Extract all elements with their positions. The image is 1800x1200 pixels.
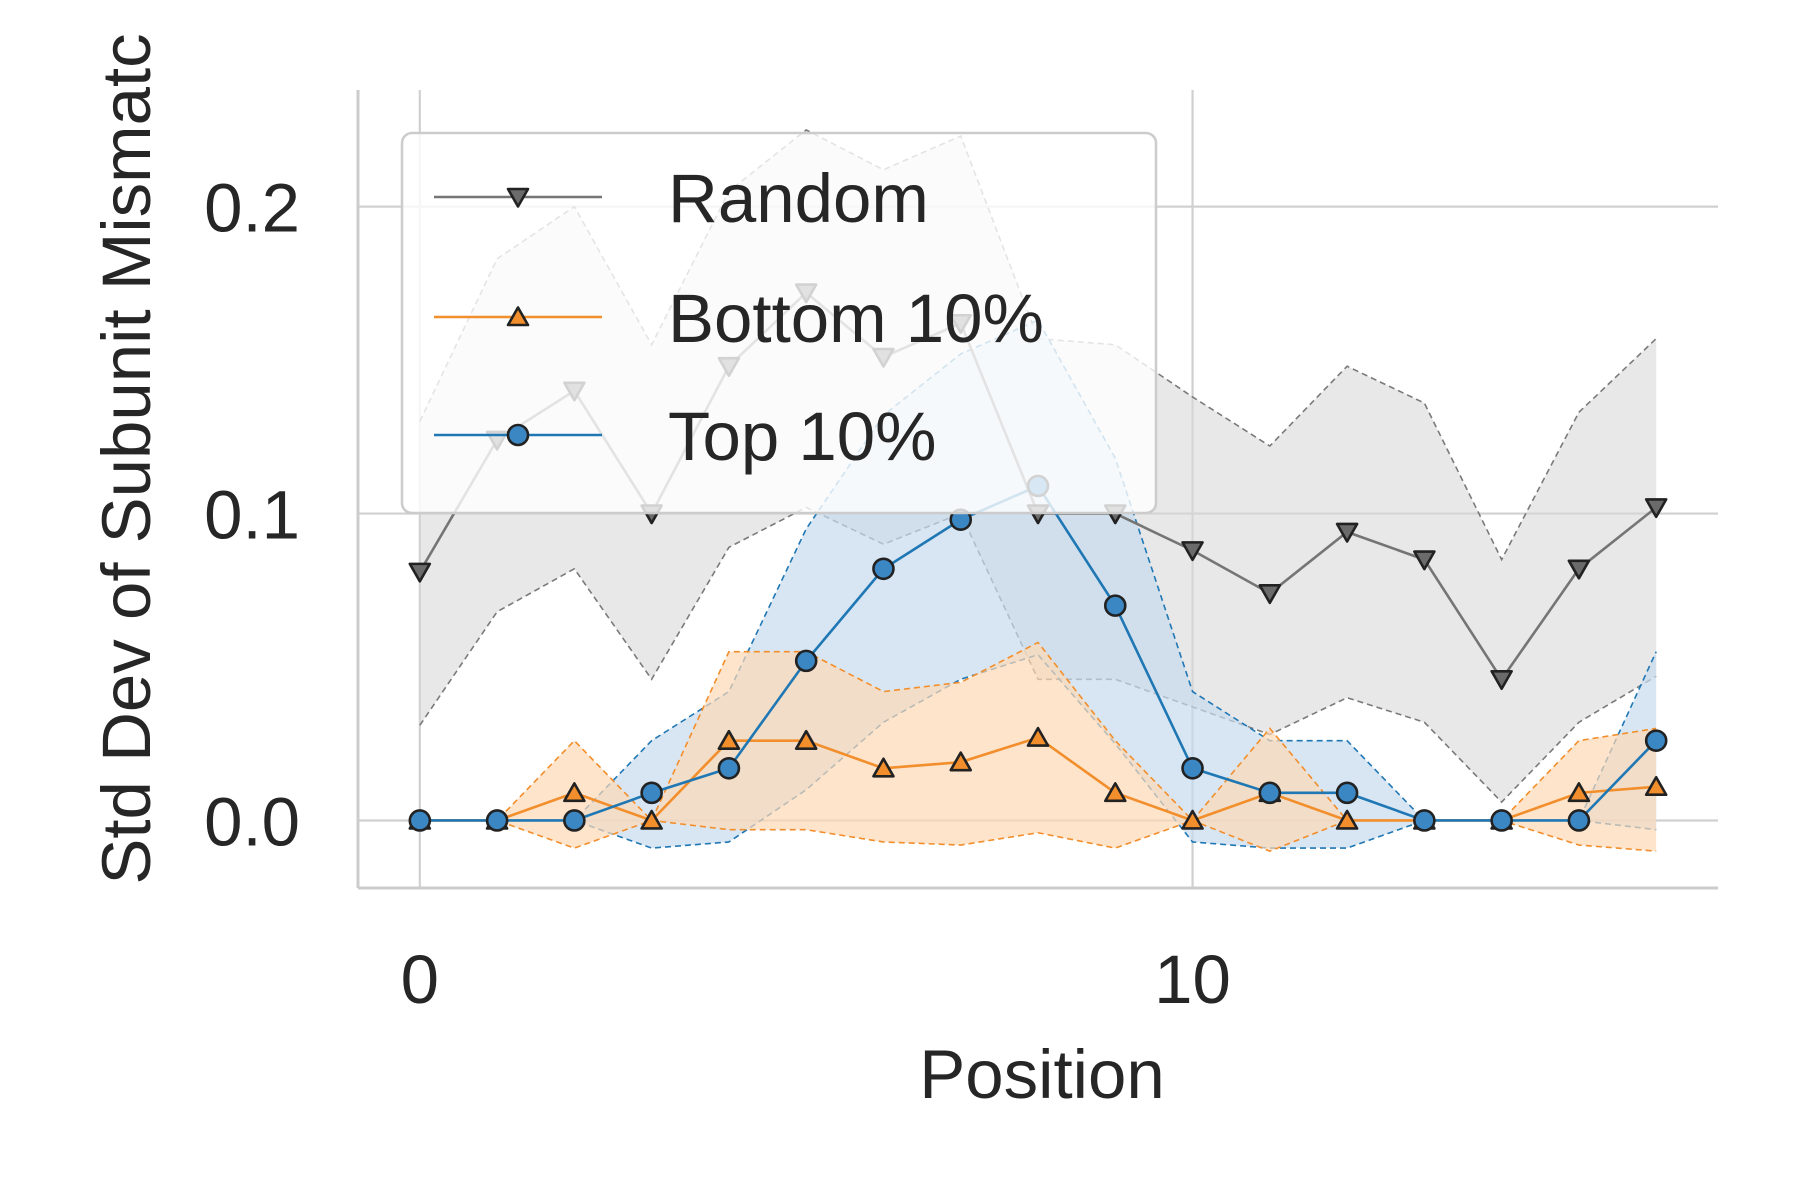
axes — [356, 90, 1718, 890]
data-point — [506, 187, 530, 208]
data-point — [717, 756, 741, 780]
data-point — [1335, 809, 1359, 830]
data-point — [1644, 729, 1668, 752]
legend-box — [400, 131, 1158, 515]
y-tick-label: 0.1 — [204, 477, 300, 554]
y-axis-title: Std Dev of Subunit Mismatc — [88, 33, 165, 884]
data-point — [1413, 809, 1436, 832]
data-point — [1258, 584, 1282, 605]
legend-label: Bottom 10% — [668, 280, 1044, 357]
data-point — [1181, 541, 1204, 562]
x-axis-title: Position — [919, 1036, 1164, 1113]
data-point — [872, 757, 895, 778]
data-point — [1258, 781, 1282, 805]
data-point — [1567, 809, 1591, 832]
data-point — [872, 557, 895, 581]
data-point — [640, 809, 663, 830]
data-point — [1567, 782, 1591, 803]
data-point — [794, 649, 818, 673]
data-point — [1490, 809, 1513, 832]
data-point — [640, 781, 663, 805]
data-point — [949, 751, 973, 772]
legend: Random Bottom 10% Top 10% — [400, 131, 1158, 515]
data-point — [408, 809, 432, 832]
x-tick-label: 10 — [1154, 941, 1231, 1018]
data-point — [1026, 726, 1050, 747]
legend-label: Random — [668, 160, 929, 237]
data-point — [1335, 522, 1359, 543]
y-tick-label: 0.2 — [204, 170, 300, 247]
data-point — [794, 729, 818, 750]
data-point — [563, 782, 586, 803]
data-point — [1644, 775, 1668, 797]
y-tick-label: 0.0 — [204, 783, 300, 860]
legend-label: Top 10% — [668, 398, 937, 475]
data-point — [506, 423, 530, 447]
data-point — [1335, 781, 1359, 805]
data-point — [1413, 550, 1436, 571]
data-point — [408, 562, 432, 583]
data-point — [485, 809, 509, 832]
data-point — [1181, 756, 1204, 780]
data-point — [1567, 559, 1591, 580]
tick-labels: 0 10 0.0 0.1 0.2 — [204, 170, 1231, 1018]
data-point — [1490, 669, 1513, 691]
data-point — [1644, 498, 1668, 519]
data-point — [1103, 782, 1127, 803]
data-point — [717, 729, 741, 750]
data-point — [1103, 594, 1127, 617]
data-point — [1181, 809, 1204, 830]
x-tick-label: 0 — [401, 941, 439, 1018]
data-point — [506, 306, 530, 327]
data-point — [563, 809, 586, 832]
